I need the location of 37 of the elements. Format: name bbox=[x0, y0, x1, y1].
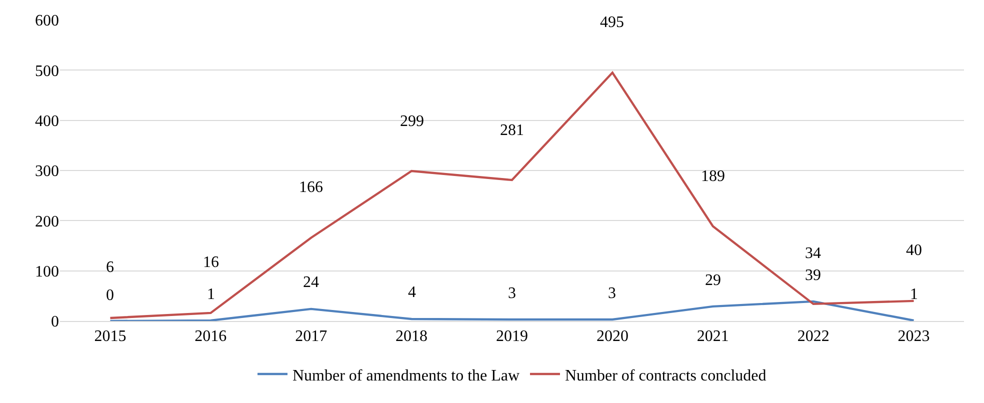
data-label: 39 bbox=[805, 267, 821, 284]
data-label: 3 bbox=[608, 285, 616, 302]
data-label: 24 bbox=[303, 274, 319, 291]
data-label: 40 bbox=[906, 242, 922, 259]
data-label: 166 bbox=[299, 179, 323, 196]
y-tick-label: 100 bbox=[35, 263, 59, 280]
x-tick-label: 2019 bbox=[496, 328, 528, 346]
y-tick-label: 600 bbox=[35, 12, 59, 30]
x-tick-label: 2016 bbox=[194, 328, 227, 346]
x-tick-label: 2015 bbox=[94, 328, 126, 346]
data-label: 1 bbox=[910, 286, 918, 303]
data-label: 6 bbox=[106, 259, 114, 276]
data-label: 4 bbox=[408, 284, 416, 301]
legend-label: Number of amendments to the Law bbox=[292, 367, 520, 384]
data-label: 1 bbox=[207, 286, 215, 303]
legend-label: Number of contracts concluded bbox=[564, 367, 766, 384]
data-label: 189 bbox=[701, 168, 725, 185]
data-label: 3 bbox=[508, 285, 516, 302]
y-tick-label: 0 bbox=[51, 314, 59, 331]
x-tick-label: 2020 bbox=[596, 328, 628, 346]
data-label: 16 bbox=[203, 254, 219, 271]
data-label: 0 bbox=[106, 287, 114, 304]
y-tick-label: 400 bbox=[35, 112, 59, 130]
data-label: 281 bbox=[500, 122, 524, 139]
x-tick-label: 2023 bbox=[898, 328, 930, 346]
data-label: 495 bbox=[600, 14, 624, 31]
y-tick-label: 500 bbox=[35, 62, 59, 80]
x-tick-label: 2022 bbox=[797, 328, 830, 346]
x-tick-label: 2017 bbox=[295, 328, 328, 346]
line-series bbox=[109, 300, 915, 321]
data-label: 29 bbox=[705, 272, 721, 289]
x-tick-label: 2018 bbox=[396, 328, 428, 346]
y-tick-label: 300 bbox=[35, 163, 59, 180]
data-label: 299 bbox=[400, 113, 424, 130]
x-tick-label: 2021 bbox=[696, 328, 729, 346]
y-tick-label: 200 bbox=[35, 213, 59, 230]
data-label: 34 bbox=[805, 245, 821, 262]
